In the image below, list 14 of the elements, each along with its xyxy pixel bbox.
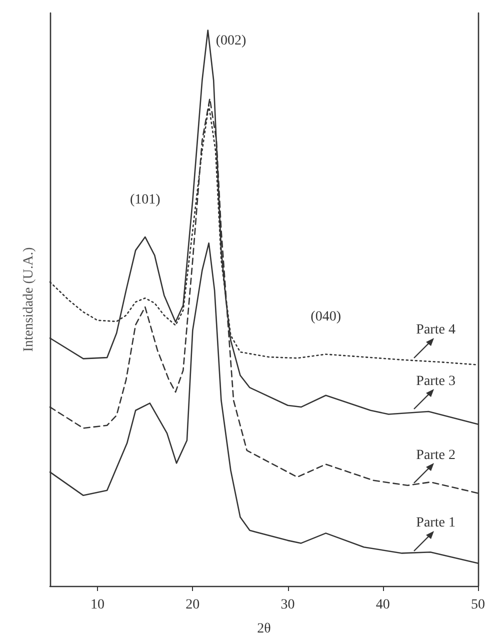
annotation: (101) [130, 192, 161, 208]
x-tick-label: 20 [186, 598, 200, 612]
x-tick-label: 10 [90, 598, 105, 612]
x-tick-label: 30 [280, 598, 295, 612]
y-axis-title: Intensidade (U.A.) [22, 246, 36, 352]
series-label: Parte 4 [416, 322, 456, 338]
x-tick-label: 50 [471, 598, 485, 612]
legend-label: Parte 3 [416, 374, 456, 389]
x-axis-title: 2θ [257, 622, 272, 636]
annotation: (040) [310, 310, 342, 325]
x-tick-label: 40 [376, 598, 390, 612]
series-label: Parte 1 [416, 516, 456, 531]
annotation: (002) [216, 34, 247, 49]
series-label: Parte 2 [416, 448, 456, 463]
